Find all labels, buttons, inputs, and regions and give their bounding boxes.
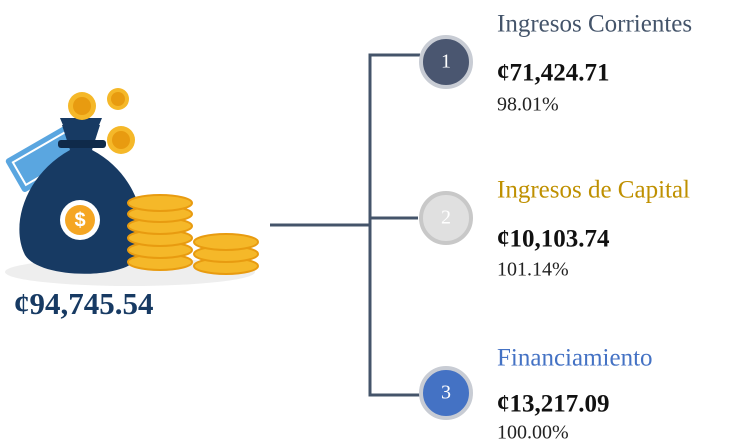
step-circle: [419, 191, 473, 245]
step-number: 2: [441, 207, 451, 229]
item-percent: 101.14%: [497, 259, 569, 281]
item-amount: ¢10,103.74: [497, 226, 610, 253]
step-circle: [419, 35, 473, 89]
step-circle: [419, 366, 473, 420]
item-title: Ingresos Corrientes: [497, 11, 692, 38]
step-number: 3: [441, 382, 451, 404]
item-amount: ¢13,217.09: [497, 391, 610, 418]
money-illustration: $: [5, 88, 259, 286]
item-title: Financiamiento: [497, 345, 653, 372]
item-percent: 100.00%: [497, 422, 569, 444]
item-percent: 98.01%: [497, 94, 559, 116]
step-number: 1: [441, 51, 451, 73]
total: ¢94,745.54: [14, 286, 154, 321]
bracket: [270, 53, 420, 397]
item-title: Ingresos de Capital: [497, 177, 690, 204]
svg-text:$: $: [74, 209, 85, 231]
item-amount: ¢71,424.71: [497, 60, 610, 87]
